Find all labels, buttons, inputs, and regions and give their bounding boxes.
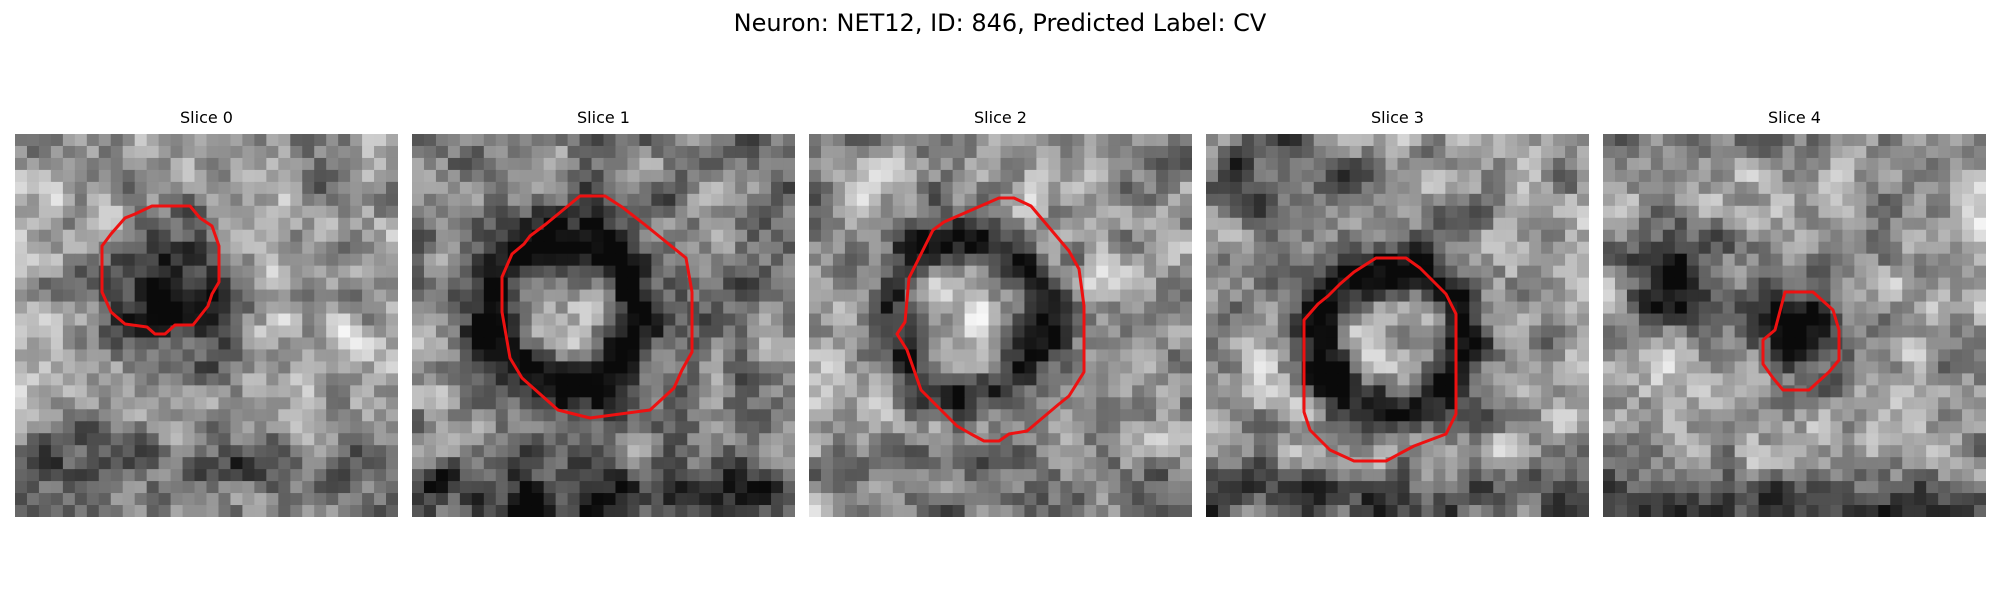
slice-image-1 bbox=[412, 134, 795, 517]
segmentation-contour bbox=[500, 194, 694, 420]
slice-panel-4: Slice 4 bbox=[1603, 108, 1986, 517]
figure-title: Neuron: NET12, ID: 846, Predicted Label:… bbox=[733, 9, 1267, 37]
slice-title-3: Slice 3 bbox=[1371, 108, 1424, 127]
slice-panel-1: Slice 1 bbox=[412, 108, 795, 517]
slice-panel-3: Slice 3 bbox=[1206, 108, 1589, 517]
pixel-grid bbox=[412, 134, 795, 517]
slice-title-1: Slice 1 bbox=[577, 108, 630, 127]
pixel-grid bbox=[809, 134, 1192, 517]
segmentation-contour bbox=[100, 204, 221, 336]
segmentation-contour bbox=[1302, 256, 1458, 463]
pixel-grid bbox=[1603, 134, 1986, 517]
slice-title-2: Slice 2 bbox=[974, 108, 1027, 127]
slice-panel-0: Slice 0 bbox=[15, 108, 398, 517]
slice-image-4 bbox=[1603, 134, 1986, 517]
slice-title-0: Slice 0 bbox=[180, 108, 233, 127]
segmentation-contour bbox=[895, 196, 1086, 443]
pixel-grid bbox=[1206, 134, 1589, 517]
slice-panel-2: Slice 2 bbox=[809, 108, 1192, 517]
slice-title-4: Slice 4 bbox=[1768, 108, 1821, 127]
segmentation-contour bbox=[1761, 290, 1841, 392]
slice-image-2 bbox=[809, 134, 1192, 517]
slice-image-3 bbox=[1206, 134, 1589, 517]
slice-image-0 bbox=[15, 134, 398, 517]
pixel-grid bbox=[15, 134, 398, 517]
